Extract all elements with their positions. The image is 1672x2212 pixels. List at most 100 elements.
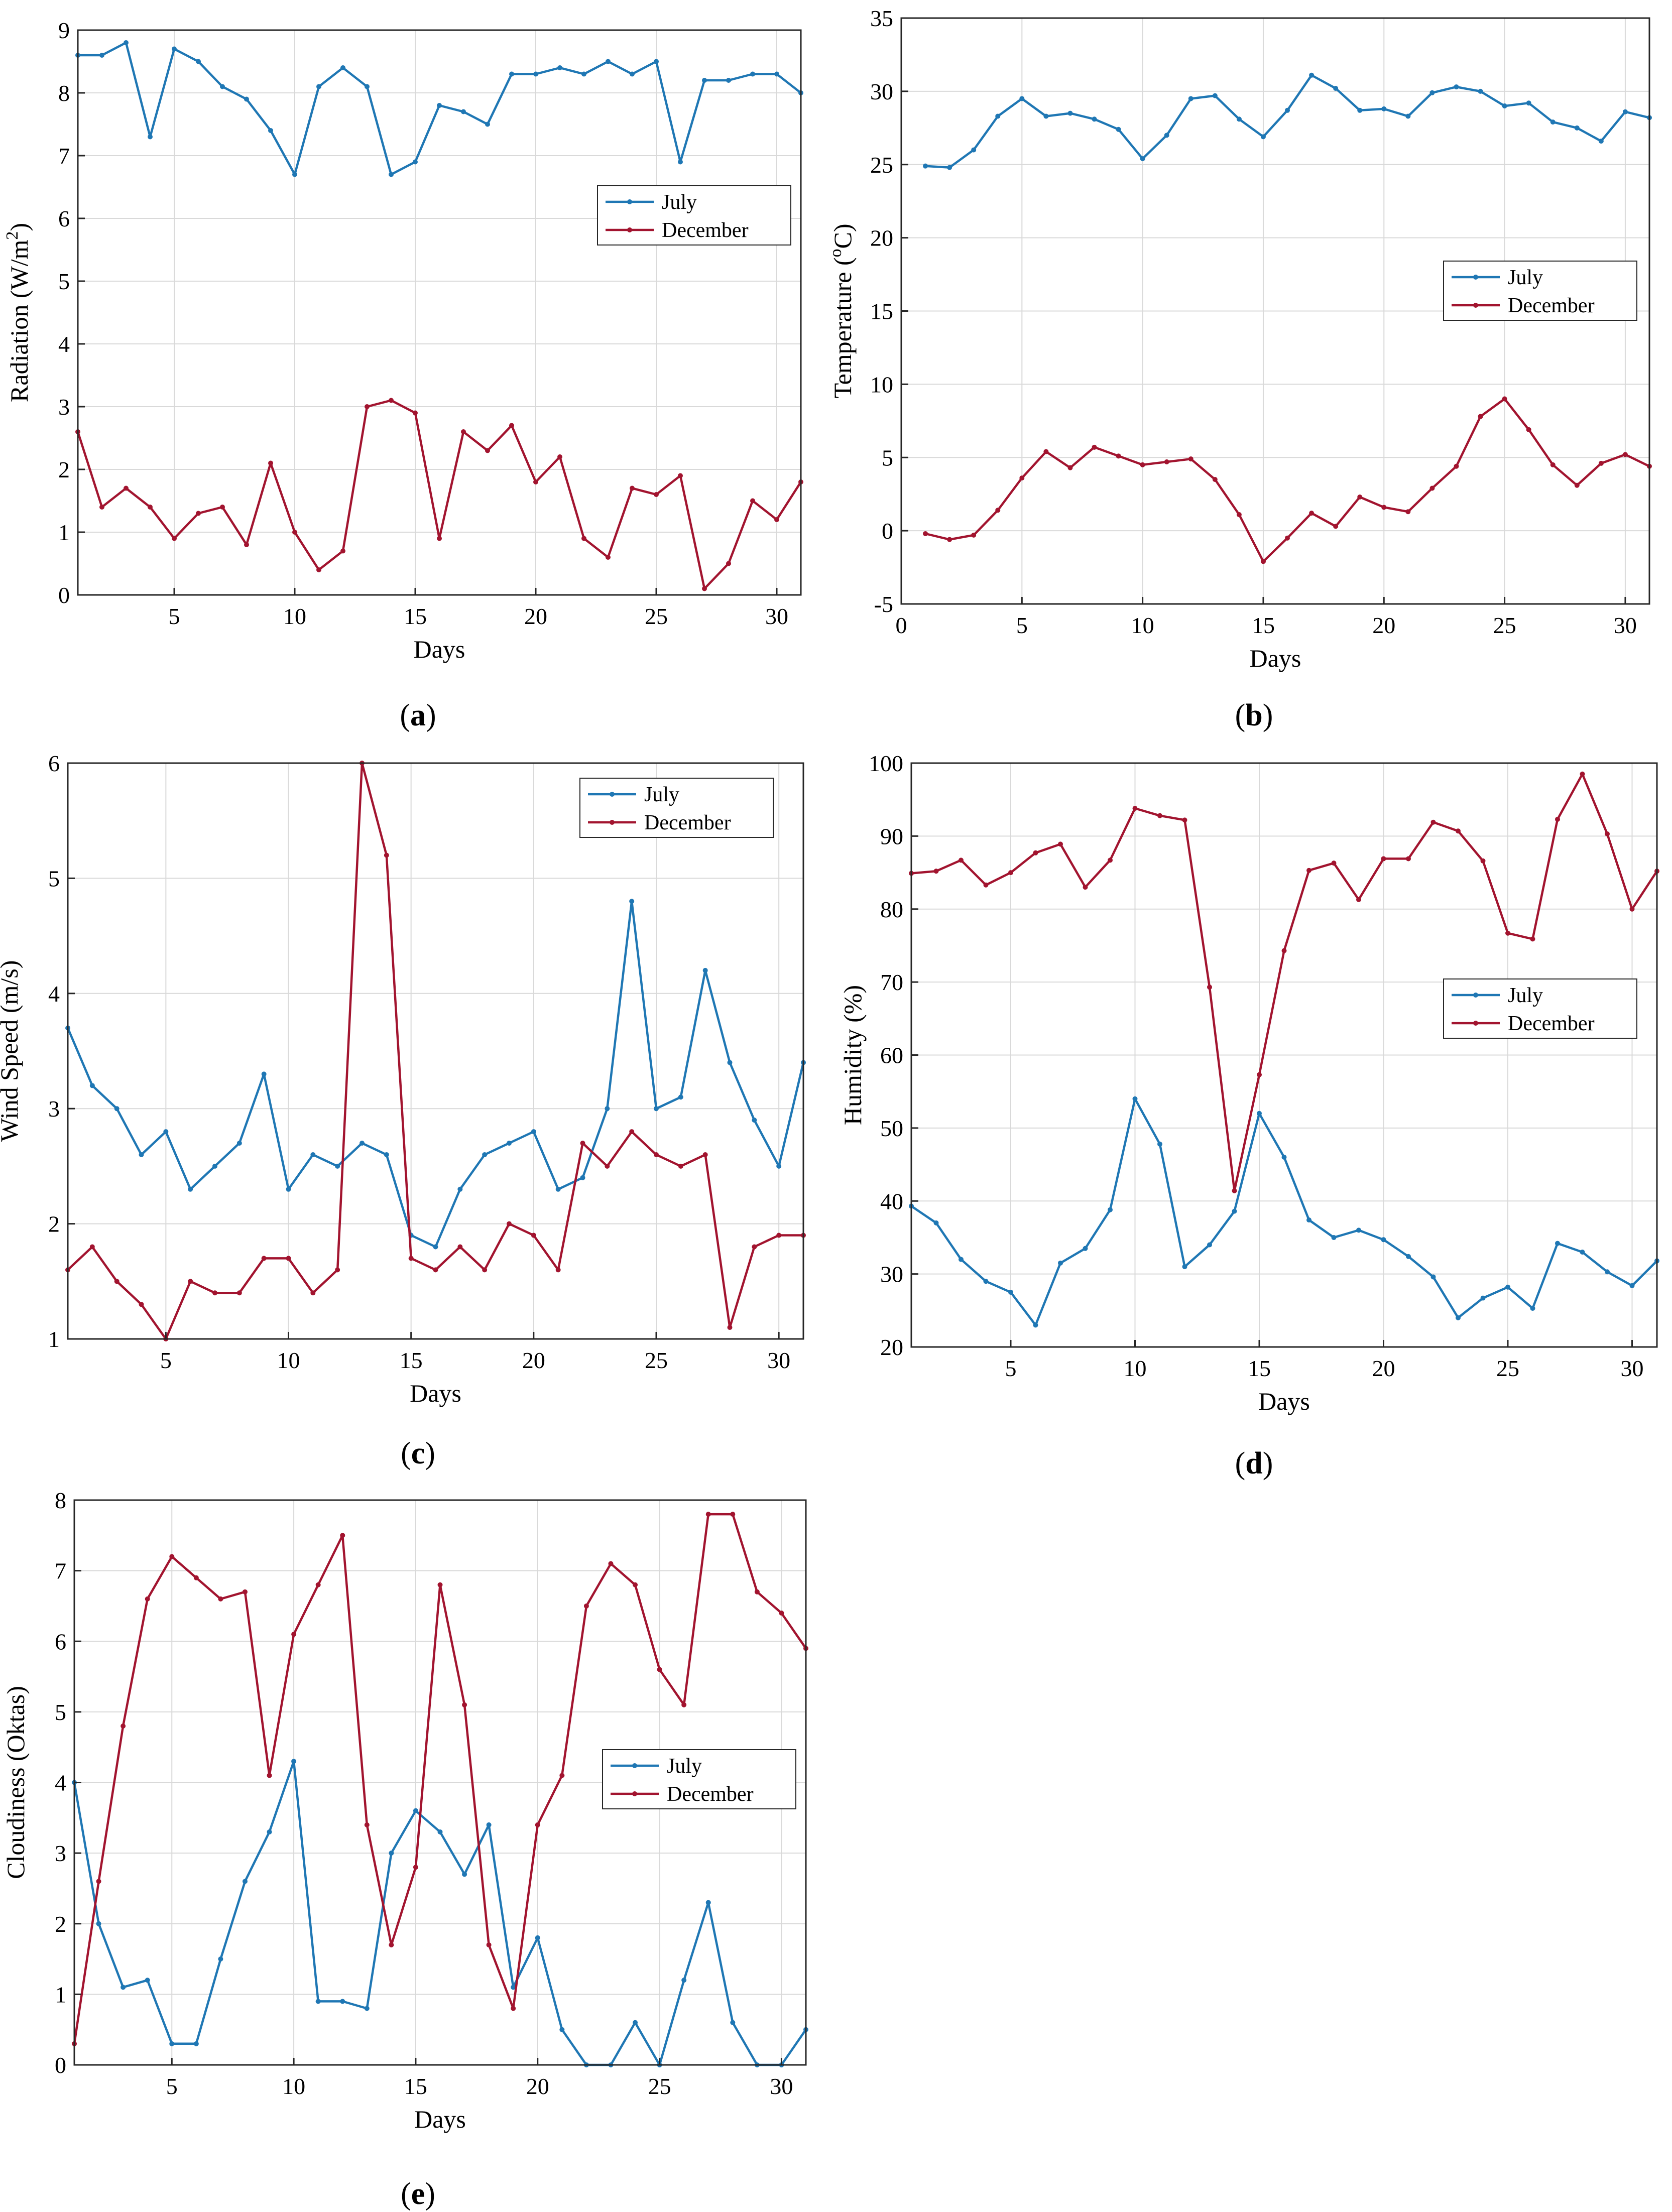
data-point-december <box>218 1596 223 1602</box>
data-point-december <box>1309 511 1315 516</box>
x-tick-label: 20 <box>522 1347 545 1373</box>
x-tick-label: 15 <box>404 603 427 629</box>
data-point-july <box>507 1141 512 1146</box>
y-axis-label: Cloudiness (Oktas) <box>2 1686 30 1879</box>
data-point-july <box>286 1186 291 1192</box>
x-tick-label: 30 <box>1614 612 1637 638</box>
data-point-july <box>654 59 659 64</box>
caption-c: (c) <box>401 1436 435 1470</box>
chart-b: 0 5 10 15 20 25 30-505101520253035DaysTemperat… <box>826 6 1652 672</box>
data-point-december <box>462 1702 467 1707</box>
data-point-july <box>702 967 708 973</box>
panel-a-radiation: 5 10 15 20 25 30 0 1 2 3 4 5 6 7 8 9 Days Radiation (W/m2… <box>0 0 836 743</box>
x-tick-label: 10 <box>1131 612 1154 638</box>
data-point-july <box>193 2041 199 2046</box>
y-tick-label: -5 <box>874 591 893 617</box>
y-tick-label: 6 <box>58 206 70 231</box>
data-point-july <box>1019 96 1025 101</box>
data-point-december <box>169 1554 175 1559</box>
data-point-december <box>1430 819 1436 825</box>
legend-marker-july <box>627 199 632 204</box>
caption-a: (a) <box>400 698 436 732</box>
data-point-july <box>1480 1295 1486 1301</box>
data-point-december <box>583 1603 589 1609</box>
data-point-december <box>730 1512 736 1517</box>
x-tick-label: 5 <box>1016 612 1028 638</box>
data-point-july <box>533 71 538 77</box>
data-point-december <box>657 1667 662 1672</box>
data-point-december <box>1429 485 1435 491</box>
data-point-july <box>360 1141 365 1146</box>
x-tick-label: 20 <box>524 603 547 629</box>
legend-label-july: July <box>1508 984 1543 1007</box>
data-point-july <box>1083 1246 1088 1251</box>
data-point-december <box>292 530 297 535</box>
data-point-july <box>557 65 562 70</box>
data-point-december <box>340 1533 345 1538</box>
y-tick-label: 8 <box>58 80 70 106</box>
data-point-december <box>244 542 249 547</box>
data-point-july <box>1429 90 1435 95</box>
data-point-july <box>983 1279 989 1284</box>
data-point-december <box>1257 1072 1262 1077</box>
data-point-december <box>1285 535 1290 541</box>
data-point-july <box>1140 156 1145 162</box>
data-point-december <box>959 857 964 863</box>
data-point-july <box>1406 1254 1411 1259</box>
data-point-december <box>1502 396 1507 402</box>
y-tick-label: 5 <box>48 866 60 891</box>
data-point-december <box>1480 858 1486 864</box>
data-point-july <box>995 113 1001 119</box>
grid-c <box>68 763 803 1339</box>
y-tick-label: 100 <box>869 751 903 776</box>
y-tick-label: 2 <box>48 1211 60 1237</box>
legend-box <box>597 185 791 245</box>
data-point-july <box>1043 113 1049 119</box>
data-point-december <box>1067 465 1073 470</box>
legend-label-july: July <box>662 191 697 214</box>
data-point-july <box>727 1060 733 1065</box>
data-point-july <box>99 53 104 58</box>
data-point-december <box>457 1244 463 1250</box>
data-point-july <box>1381 1237 1386 1243</box>
x-tick-label: 15 <box>400 1347 423 1373</box>
data-point-december <box>1381 856 1386 862</box>
data-point-july <box>461 109 466 114</box>
data-point-july <box>580 1175 585 1180</box>
data-point-july <box>1454 84 1459 90</box>
plot-frame <box>77 29 802 596</box>
chart-c: 5 10 15 20 25 30 1 2 3 4 5 6 Days Wind Speed (m/s) Jul… <box>0 751 806 1407</box>
data-point-july <box>1257 1111 1262 1116</box>
data-point-december <box>1530 936 1535 942</box>
data-point-december <box>1306 868 1311 873</box>
legend-box <box>1443 261 1637 321</box>
data-point-july <box>413 159 418 165</box>
panel-e-cloudiness: 5 10 15 20 25 30 0 1 2 3 4 5 6 7 8 Days Cloudiness (Okta… <box>0 1486 836 2204</box>
data-point-december <box>1188 456 1193 462</box>
legend-marker-july <box>1473 275 1478 280</box>
x-tick-label: 25 <box>645 1347 668 1373</box>
data-point-december <box>1622 452 1628 457</box>
x-tick-label: 25 <box>648 2073 671 2099</box>
y-tick-label: 5 <box>55 1699 66 1725</box>
data-point-july <box>1260 134 1266 140</box>
x-tick-label: 25 <box>1496 1356 1519 1381</box>
data-point-july <box>268 128 273 133</box>
data-point-july <box>316 84 321 89</box>
data-point-july <box>169 2041 175 2046</box>
data-point-december <box>1207 985 1212 990</box>
data-point-july <box>124 40 129 45</box>
y-tick-label: 60 <box>880 1043 903 1068</box>
y-tick-label: 5 <box>58 269 70 294</box>
data-point-december <box>776 1233 782 1238</box>
data-point-july <box>1058 1260 1063 1266</box>
data-point-december <box>1526 427 1531 432</box>
data-point-july <box>752 1118 757 1123</box>
data-point-july <box>509 71 514 77</box>
y-axis-label: Temperature (oC) <box>826 223 857 398</box>
legend-marker-december <box>632 1791 637 1796</box>
data-point-december <box>1083 885 1088 890</box>
x-tick-label: 10 <box>1124 1356 1147 1381</box>
y-tick-label: 20 <box>880 1334 903 1360</box>
data-point-december <box>461 429 466 434</box>
